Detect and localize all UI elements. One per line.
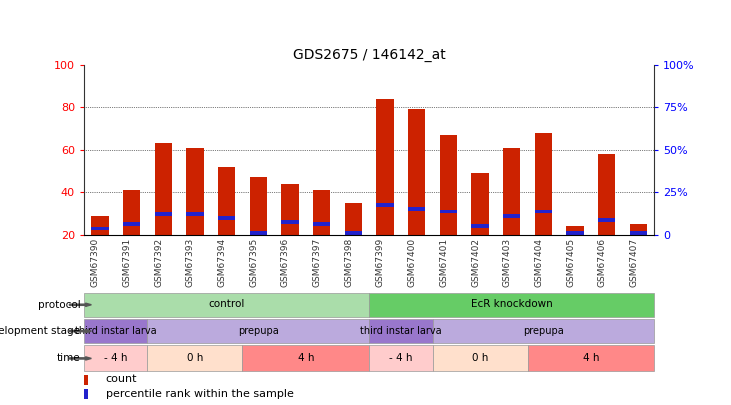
Text: GSM67392: GSM67392 [154,238,163,287]
Text: GSM67401: GSM67401 [439,238,448,287]
Bar [598,154,616,235]
Bar [249,177,267,235]
Text: GSM67391: GSM67391 [123,238,132,287]
Bar [154,143,172,235]
Bar [249,231,267,234]
Bar [186,148,204,235]
Bar [123,190,140,235]
Bar [84,319,148,343]
Text: GSM67405: GSM67405 [566,238,575,287]
Bar [313,222,330,226]
Bar [567,226,584,235]
Text: count: count [106,374,137,384]
Text: percentile rank within the sample: percentile rank within the sample [106,388,294,399]
Text: prepupa: prepupa [523,326,564,336]
Bar [281,220,299,224]
Bar [503,214,520,217]
Text: GSM67397: GSM67397 [313,238,322,287]
Bar [369,319,433,343]
Text: GSM67400: GSM67400 [408,238,417,287]
Text: EcR knockdown: EcR knockdown [471,299,553,309]
Bar [369,293,654,317]
Text: 4 h: 4 h [583,353,599,363]
Text: GSM67393: GSM67393 [186,238,195,287]
Bar [154,212,172,215]
Bar [218,167,235,235]
Bar [471,224,489,228]
Bar [408,207,425,211]
Bar [629,224,647,235]
Bar [91,227,109,230]
Bar [186,212,204,215]
Bar [344,203,362,235]
Bar [84,345,148,371]
Bar [433,319,654,343]
Text: third instar larva: third instar larva [75,326,156,336]
Text: time: time [57,354,80,363]
Bar [376,99,394,235]
Bar [567,231,584,234]
Text: - 4 h: - 4 h [389,353,412,363]
Text: GSM67406: GSM67406 [598,238,607,287]
Bar [433,345,528,371]
Bar [408,109,425,235]
Bar [313,190,330,235]
Bar [629,231,647,234]
Bar [598,218,616,222]
Bar [439,135,457,235]
Bar [84,389,88,399]
Title: GDS2675 / 146142_at: GDS2675 / 146142_at [293,48,445,62]
Text: GSM67396: GSM67396 [281,238,290,287]
Bar [218,216,235,220]
Text: protocol: protocol [38,300,80,310]
Bar [503,148,520,235]
Text: GSM67390: GSM67390 [91,238,100,287]
Bar [344,231,362,234]
Bar [534,133,552,235]
Bar [243,345,369,371]
Text: 4 h: 4 h [298,353,314,363]
Bar [471,173,489,235]
Bar [84,293,369,317]
Text: GSM67395: GSM67395 [249,238,258,287]
Bar [528,345,654,371]
Text: - 4 h: - 4 h [104,353,127,363]
Text: prepupa: prepupa [238,326,279,336]
Bar [148,319,369,343]
Bar [439,210,457,213]
Bar [534,210,552,213]
Text: 0 h: 0 h [186,353,203,363]
Bar [369,345,433,371]
Text: 0 h: 0 h [471,353,488,363]
Text: GSM67399: GSM67399 [376,238,385,287]
Bar [281,184,299,235]
Text: development stage: development stage [0,326,80,336]
Text: GSM67404: GSM67404 [534,238,543,287]
Bar [376,203,394,207]
Bar [91,216,109,235]
Bar [148,345,243,371]
Text: control: control [208,299,245,309]
Bar [123,222,140,226]
Text: GSM67394: GSM67394 [218,238,227,287]
Text: GSM67407: GSM67407 [629,238,638,287]
Text: third instar larva: third instar larva [360,326,442,336]
Bar [84,375,88,384]
Text: GSM67402: GSM67402 [471,238,480,287]
Text: GSM67403: GSM67403 [503,238,512,287]
Text: GSM67398: GSM67398 [344,238,353,287]
